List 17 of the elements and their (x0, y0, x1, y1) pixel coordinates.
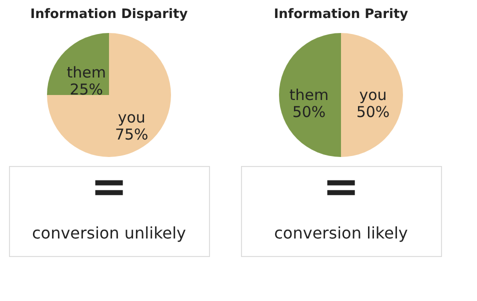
text: = (322, 162, 360, 212)
pie-slice (279, 33, 341, 157)
chart-title: Information Disparity (30, 7, 188, 22)
slice-label: them (66, 63, 106, 82)
data-label: 25% (70, 80, 104, 98)
slice-label: them (289, 86, 329, 104)
text: = (90, 162, 128, 212)
chart-title: Information Parity (274, 7, 409, 22)
data-label: 75% (114, 126, 148, 144)
text: conversion likely (274, 224, 408, 242)
slice-label: you (118, 108, 146, 127)
text: conversion unlikely (32, 224, 186, 242)
data-label: 50% (356, 103, 390, 121)
data-label: 50% (292, 103, 326, 121)
pie-slice (341, 33, 403, 157)
slice-label: you (359, 86, 387, 104)
pie-slice (47, 33, 171, 157)
